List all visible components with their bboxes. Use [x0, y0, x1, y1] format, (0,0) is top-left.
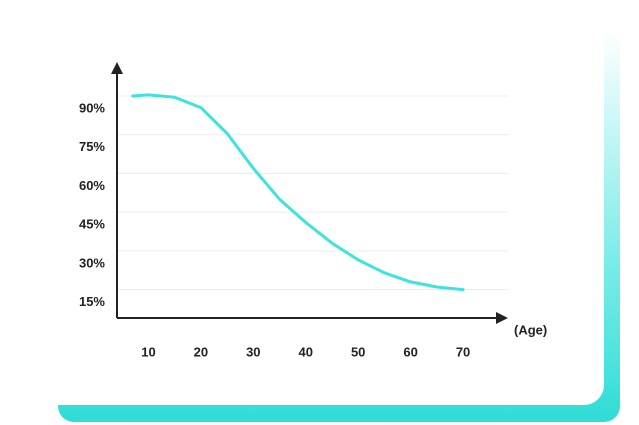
x-axis-arrow [496, 312, 508, 324]
x-tick-label: 20 [194, 344, 208, 359]
x-axis-label: (Age) [514, 322, 547, 337]
x-tick-label: 30 [246, 344, 260, 359]
data-line [131, 93, 465, 292]
y-tick-label: 15% [79, 294, 105, 309]
y-tick-label: 75% [79, 139, 105, 154]
x-tick-label: 70 [456, 344, 470, 359]
y-tick-label: 45% [79, 217, 105, 232]
y-tick-label: 90% [79, 100, 105, 115]
x-tick-label: 60 [403, 344, 417, 359]
y-tick-label: 60% [79, 178, 105, 193]
card [0, 0, 604, 405]
x-tick-label: 10 [141, 344, 155, 359]
y-tick-label: 30% [79, 255, 105, 270]
y-axis-arrow [111, 62, 123, 74]
x-tick-label: 50 [351, 344, 365, 359]
plot [117, 93, 508, 292]
x-tick-label: 40 [299, 344, 313, 359]
